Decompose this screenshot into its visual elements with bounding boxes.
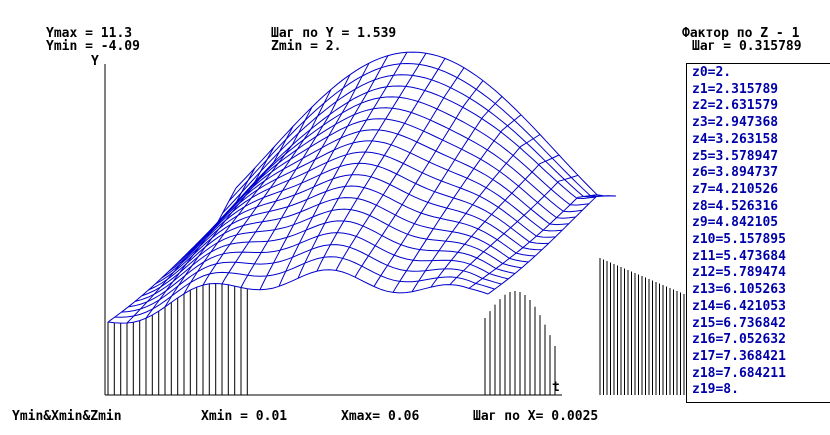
z-value-item: z0=2. bbox=[692, 65, 732, 80]
z-value-item: z19=8. bbox=[692, 382, 739, 398]
origin-label: Ymin&Xmin&Zmin bbox=[12, 409, 122, 424]
vertical-stubs bbox=[107, 258, 685, 395]
ymin-label: Ymin = -4.09 bbox=[46, 39, 140, 54]
ymax-label: Ymax = 11.3 bbox=[46, 26, 133, 41]
z-value-item: z7=4.210526 bbox=[692, 181, 779, 197]
mesh-line bbox=[297, 52, 427, 279]
mesh-line bbox=[164, 126, 294, 308]
mesh-line bbox=[228, 62, 610, 201]
wireframe-mesh bbox=[107, 51, 617, 324]
step-y-label: Шаг по Y = 1.539 bbox=[271, 26, 397, 41]
mesh-line bbox=[468, 194, 598, 289]
z-value-item: z11=5.473684 bbox=[692, 248, 786, 264]
z-value-item: z9=4.842105 bbox=[692, 215, 779, 231]
xmax-label: Xmax= 0.06 bbox=[341, 409, 420, 424]
z-value-item: z6=3.894737 bbox=[692, 165, 779, 181]
mesh-line bbox=[183, 106, 313, 295]
mesh-line bbox=[392, 114, 522, 293]
z-value-item: z13=6.105263 bbox=[692, 282, 786, 298]
mesh-line bbox=[121, 244, 502, 313]
mesh-line bbox=[222, 74, 603, 214]
mesh-line bbox=[373, 96, 503, 287]
mesh-line bbox=[354, 80, 484, 278]
xmin-label: Xmin = 0.01 bbox=[201, 409, 288, 424]
z-value-item: z3=2.947368 bbox=[692, 115, 779, 131]
mesh-line bbox=[128, 232, 509, 308]
z-value-item: z1=2.315789 bbox=[692, 81, 779, 97]
mesh-line bbox=[195, 118, 576, 246]
z-value-item: z12=5.789474 bbox=[692, 265, 786, 281]
z-value-item: z14=6.421053 bbox=[692, 298, 786, 314]
mesh-line bbox=[335, 67, 465, 271]
z-value-item: z5=3.578947 bbox=[692, 148, 779, 164]
z-value-item: z16=7.052632 bbox=[692, 332, 786, 348]
z-value-item: z8=4.526316 bbox=[692, 198, 779, 214]
mesh-line bbox=[202, 89, 332, 286]
z-value-item: z2=2.631579 bbox=[692, 98, 779, 114]
z-values-list: z0=2. z1=2.315789 z2=2.631579 z3=2.947368 z4… bbox=[686, 63, 830, 403]
mesh-line bbox=[430, 154, 560, 288]
axes bbox=[104, 64, 562, 396]
mesh-line bbox=[221, 74, 351, 285]
mesh-line bbox=[411, 134, 541, 292]
mesh-line bbox=[316, 58, 446, 272]
mesh-line bbox=[215, 85, 596, 226]
step-x-label: Шаг по X= 0.0025 bbox=[473, 409, 599, 424]
z-value-item: z10=5.157895 bbox=[692, 232, 786, 247]
mesh-line bbox=[208, 96, 590, 233]
z-value-item: z15=6.736842 bbox=[692, 315, 786, 331]
mesh-line bbox=[240, 62, 370, 288]
zmin-label: Zmin = 2. bbox=[271, 39, 342, 54]
y-axis-label: Y bbox=[91, 54, 99, 69]
mesh-line bbox=[487, 195, 617, 295]
x-axis-label: t bbox=[552, 380, 560, 395]
z-value-item: z17=7.368421 bbox=[692, 348, 786, 364]
mesh-line bbox=[449, 174, 579, 285]
mesh-line bbox=[145, 146, 275, 319]
z-factor-label: Фактор по Z - 1 bbox=[682, 26, 800, 41]
z-step-label: Шаг = 0.315789 bbox=[692, 39, 802, 54]
z-value-item: z4=3.263158 bbox=[692, 131, 779, 147]
mesh-line bbox=[278, 51, 408, 287]
mesh-line bbox=[259, 55, 389, 290]
mesh-line bbox=[126, 167, 256, 324]
z-value-item: z18=7.684211 bbox=[692, 365, 786, 381]
